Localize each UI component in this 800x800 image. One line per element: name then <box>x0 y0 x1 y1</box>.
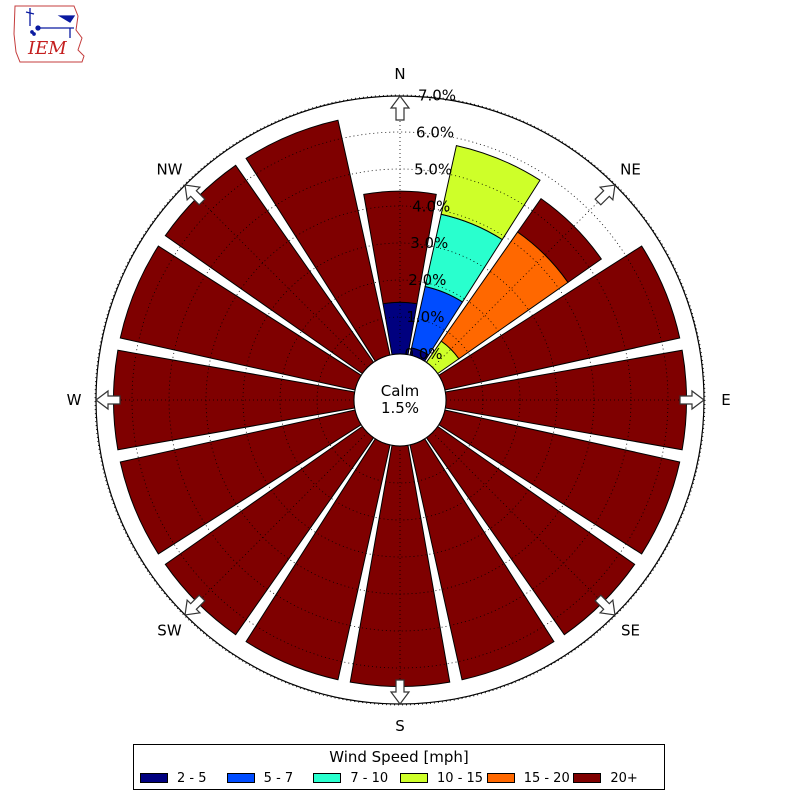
compass-e: E <box>679 389 731 411</box>
legend-item: 10 - 15 <box>400 770 487 786</box>
legend-swatch <box>140 773 168 783</box>
calm-circle <box>353 353 447 447</box>
radial-tick-label: 1.0% <box>406 308 444 326</box>
arrow-icon <box>679 389 705 411</box>
compass-s: S <box>389 679 411 735</box>
compass-label: SW <box>157 622 182 640</box>
calm-label: Calm <box>381 382 419 400</box>
legend-item: 2 - 5 <box>140 770 227 786</box>
radial-tick-label: 3.0% <box>410 234 448 252</box>
radial-tick-label: 4.0% <box>412 197 450 215</box>
legend-swatch <box>486 773 515 783</box>
legend-label: 20+ <box>610 770 638 786</box>
legend-swatch <box>573 773 602 783</box>
legend-item: 20+ <box>573 770 660 786</box>
compass-n: N <box>389 65 411 121</box>
legend-label: 10 - 15 <box>437 770 484 786</box>
bar-n-20+ <box>363 190 437 305</box>
compass-se: SE <box>594 594 640 640</box>
compass-nw: NW <box>156 160 206 206</box>
arrow-icon <box>184 184 206 206</box>
legend-label: 15 - 20 <box>523 770 570 786</box>
legend-title: Wind Speed [mph] <box>329 748 469 766</box>
grid-spoke <box>432 184 616 368</box>
compass-label: SE <box>621 622 640 640</box>
legend: Wind Speed [mph] 2 - 5 5 - 7 7 - 10 10 - 15… <box>133 744 665 790</box>
compass-ne: NE <box>594 160 641 206</box>
compass-label: S <box>395 717 405 735</box>
arrow-icon <box>184 594 206 616</box>
radial-tick-label: 5.0% <box>414 160 452 178</box>
compass-label: N <box>394 65 405 83</box>
compass-label: W <box>67 391 82 409</box>
arrow-icon <box>594 184 616 206</box>
legend-item: 15 - 20 <box>486 770 574 786</box>
iem-logo: IEM <box>13 5 85 63</box>
legend-label: 5 - 7 <box>263 770 294 786</box>
calm-value: 1.5% <box>381 399 419 417</box>
bar-ne-20+ <box>516 197 603 284</box>
grid-ring <box>242 242 558 558</box>
compass-sw: SW <box>157 594 206 640</box>
arrow-icon <box>95 389 121 411</box>
legend-item: 7 - 10 <box>313 770 400 786</box>
legend-item: 5 - 7 <box>226 770 314 786</box>
arrow-icon <box>389 679 411 705</box>
radial-tick-labels: 0.0%1.0%2.0%3.0%4.0%5.0%6.0%7.0% <box>404 86 456 363</box>
arrow-icon <box>594 594 616 616</box>
direction-spokes <box>96 96 704 704</box>
radial-tick-label: 6.0% <box>416 123 454 141</box>
radial-tick-label: 7.0% <box>418 86 456 104</box>
grid-ring <box>279 279 521 521</box>
wind-bars <box>113 119 687 687</box>
arrow-icon <box>389 95 411 121</box>
compass-label: E <box>721 391 730 409</box>
grid-spoke <box>184 184 368 368</box>
radial-tick-label: 2.0% <box>408 271 446 289</box>
grid-ring <box>131 131 669 669</box>
compass-labels: N NE E SE S SW W NW <box>67 65 731 735</box>
grid-spoke <box>184 432 368 616</box>
grid-spoke <box>432 432 616 616</box>
legend-swatch <box>400 773 429 783</box>
bar-nne-10-15 <box>440 144 541 241</box>
svg-text:IEM: IEM <box>27 38 67 59</box>
legend-label: 7 - 10 <box>350 770 389 786</box>
compass-label: NE <box>620 160 641 178</box>
compass-label: NW <box>156 160 182 178</box>
legend-label: 2 - 5 <box>177 770 207 786</box>
legend-swatch <box>313 773 342 783</box>
compass-w: W <box>67 389 121 411</box>
legend-swatch <box>226 773 255 783</box>
legend-items: 2 - 5 5 - 7 7 - 10 10 - 15 15 - 20 20+ <box>140 770 660 786</box>
